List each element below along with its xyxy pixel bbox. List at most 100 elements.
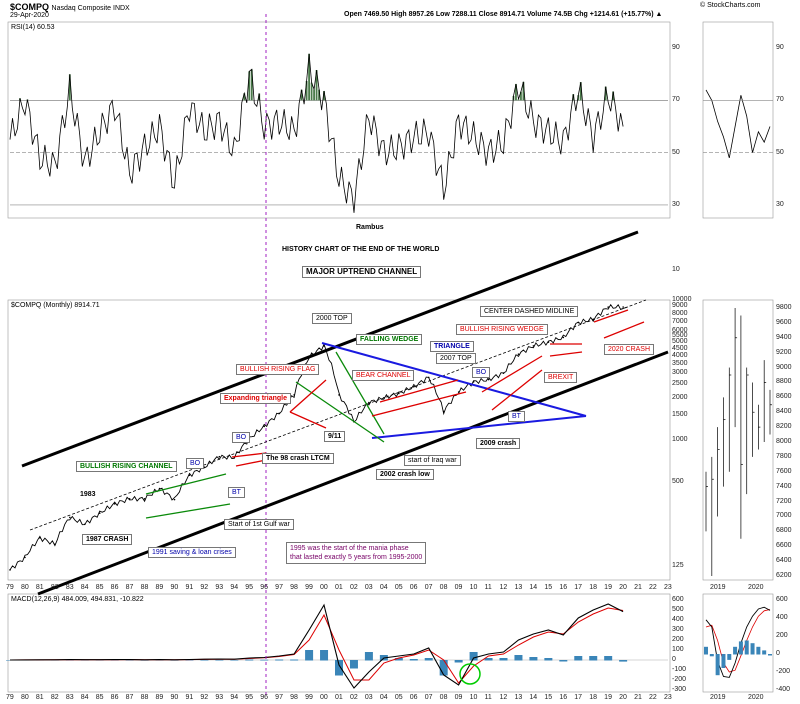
triangle-label: TRIANGLE: [430, 341, 474, 352]
macd-histogram-bar: [424, 658, 433, 661]
bo-label-2: BO: [186, 458, 205, 469]
macd-x-tick: 19: [604, 694, 612, 701]
mini-macd-bar: [704, 646, 708, 655]
expanding-triangle-label: Expanding triangle: [220, 393, 292, 404]
rsi-y-tick: 90: [672, 44, 680, 52]
price-x-tick: 16: [559, 584, 568, 591]
911-label: 9/11: [324, 431, 346, 442]
mini-price-y-tick: 7200: [776, 497, 792, 505]
price-x-tick: 86: [110, 584, 119, 591]
upper-channel-line: [21, 230, 639, 468]
macd-histogram-bar: [439, 660, 448, 676]
price-x-tick: 97: [275, 584, 283, 591]
bo-label-3: BO: [472, 367, 491, 378]
mini-macd-y-tick: 600: [776, 596, 788, 603]
macd-x-tick: 22: [649, 694, 657, 701]
price-x-tick: 02: [349, 584, 358, 591]
macd-x-tick: 98: [290, 694, 298, 701]
price-y-tick: 4000: [672, 351, 688, 359]
macd-x-tick: 12: [499, 694, 508, 701]
bear-channel-lower: [371, 391, 467, 417]
price-x-tick: 10: [469, 584, 478, 591]
macd-histogram-bar: [260, 659, 269, 661]
mini-price-y-tick: 8200: [776, 423, 792, 431]
price-point: [263, 425, 266, 428]
bear-channel-label: BEAR CHANNEL: [352, 370, 415, 381]
macd-histogram-bar: [514, 655, 523, 661]
macd-x-tick: 10: [469, 694, 478, 701]
chart-date: 29-Apr-2020: [10, 12, 49, 19]
macd-x-tick: 88: [140, 694, 149, 701]
rsi-y-tick: 30: [672, 200, 680, 208]
macd-histogram-bar: [125, 660, 134, 661]
mini-macd-bar: [727, 654, 732, 660]
mini-macd-bar: [744, 640, 749, 655]
bull-channel-label: BULLISH RISING CHANNEL: [76, 461, 177, 472]
mini-price-x-tick: 2019: [710, 584, 726, 591]
crash1987-label: 1987 CRASH: [82, 534, 133, 545]
macd-x-tick: 99: [305, 694, 313, 701]
price-y-tick: 500: [672, 478, 684, 486]
mini-macd-bar: [750, 643, 755, 655]
macd-x-tick: 09: [454, 694, 463, 701]
macd-histogram-bar: [484, 658, 493, 661]
falling-wedge-label: FALLING WEDGE: [356, 334, 423, 345]
mini-macd-y-tick: -400: [776, 686, 791, 693]
falling-wedge-upper: [335, 351, 385, 435]
price-x-tick: 99: [305, 584, 313, 591]
price-point: [562, 336, 565, 339]
price-point: [622, 306, 624, 308]
price-x-tick: 09: [454, 584, 463, 591]
major-channel-label: MAJOR UPTREND CHANNEL: [302, 266, 422, 278]
macd-histogram-bar: [185, 659, 194, 661]
price-point: [547, 341, 550, 343]
price-point: [83, 523, 86, 526]
macd-histogram-bar: [305, 650, 314, 661]
price-x-tick: 90: [170, 584, 179, 591]
mini-macd-bar: [756, 646, 761, 655]
mini-price-y-tick: 7600: [776, 467, 792, 475]
price-x-tick: 81: [35, 584, 44, 591]
price-y-tick: 1000: [672, 436, 688, 443]
macd-histogram-bar: [544, 658, 553, 661]
macd-histogram-bar: [619, 660, 628, 662]
price-y-tick: 10000: [672, 296, 692, 303]
mini-macd-bar: [738, 641, 743, 655]
macd-histogram-bar: [290, 659, 299, 661]
expanding-tri-upper: [289, 379, 327, 413]
center-midline-label: CENTER DASHED MIDLINE: [480, 306, 579, 317]
bull-flag-lower: [235, 459, 267, 467]
macd-x-tick: 83: [65, 694, 74, 701]
expanding-tri-lower: [289, 411, 327, 429]
mini-macd-frame: [702, 593, 774, 693]
price-point: [188, 474, 191, 477]
price-y-tick: 5500: [672, 332, 688, 340]
price-point: [517, 353, 520, 356]
rising-wedge-upper: [481, 355, 543, 393]
macd-histogram-bar: [320, 650, 329, 661]
price-x-tick: 15: [544, 584, 553, 591]
crash2020-label: 2020 CRASH: [604, 344, 655, 355]
macd-y-tick: -300: [672, 686, 687, 693]
price-point: [39, 537, 41, 539]
triangle-lower-line: [371, 415, 587, 439]
price-point: [24, 556, 26, 559]
macd-x-tick: 82: [50, 694, 59, 701]
price-y-tick: 125: [672, 562, 684, 570]
price-point: [9, 569, 11, 571]
price-point: [218, 455, 221, 458]
ltcm-label: The 98 crash LTCM: [262, 453, 334, 464]
macd-histogram-bar: [409, 659, 418, 661]
price-x-tick: 12: [499, 584, 508, 591]
price-x-tick: 20: [619, 584, 627, 591]
mini-macd-y-tick: 400: [776, 614, 788, 621]
mini-macd-bar: [709, 654, 714, 657]
macd-histogram-bar: [499, 658, 508, 661]
price-x-tick: 93: [215, 584, 224, 591]
macd-x-tick: 02: [349, 694, 358, 701]
macd-x-tick: 20: [619, 694, 627, 701]
rising-wedge-lower: [491, 369, 543, 411]
price-x-tick: 83: [65, 584, 74, 591]
price-x-tick: 85: [95, 584, 104, 591]
